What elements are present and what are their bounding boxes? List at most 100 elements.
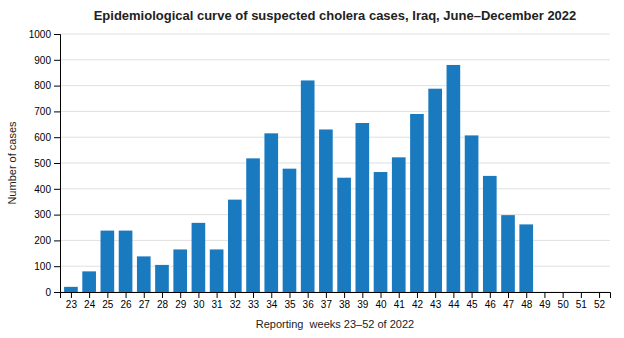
x-tick: 26 bbox=[121, 292, 133, 310]
x-tick-mark bbox=[599, 292, 600, 298]
y-tick: 100 bbox=[34, 261, 60, 272]
x-tick-label: 52 bbox=[594, 299, 606, 310]
x-tick-label: 49 bbox=[539, 299, 551, 310]
x-tick-mark bbox=[162, 292, 163, 298]
y-tick-mark bbox=[54, 111, 60, 112]
x-tick: 43 bbox=[430, 292, 442, 310]
bar bbox=[556, 292, 570, 293]
x-tick-label: 46 bbox=[485, 299, 497, 310]
x-tick-label: 44 bbox=[448, 299, 460, 310]
x-tick-label: 29 bbox=[175, 299, 187, 310]
y-tick-label: 800 bbox=[34, 80, 51, 91]
bar bbox=[210, 249, 224, 292]
bar bbox=[264, 133, 278, 292]
x-tick-label: 31 bbox=[212, 299, 224, 310]
x-tick: 48 bbox=[521, 292, 533, 310]
x-tick-mark bbox=[508, 292, 509, 298]
bar bbox=[574, 292, 588, 293]
bar bbox=[319, 129, 333, 292]
bar bbox=[173, 249, 187, 292]
y-tick-mark bbox=[54, 137, 60, 138]
y-tick-mark bbox=[54, 163, 60, 164]
x-tick-label: 40 bbox=[375, 299, 387, 310]
x-tick-label: 51 bbox=[576, 299, 588, 310]
x-tick-mark bbox=[308, 292, 309, 298]
x-tick: 40 bbox=[375, 292, 387, 310]
bar bbox=[283, 169, 297, 292]
bar bbox=[192, 223, 206, 292]
x-tick-mark bbox=[581, 292, 582, 298]
y-tick-label: 100 bbox=[34, 261, 51, 272]
x-tick-mark bbox=[144, 292, 145, 298]
bar bbox=[447, 65, 461, 292]
y-tick: 500 bbox=[34, 158, 60, 169]
x-tick: 27 bbox=[139, 292, 151, 310]
x-tick: 34 bbox=[266, 292, 278, 310]
bar bbox=[374, 172, 388, 292]
x-tick-label: 26 bbox=[121, 299, 133, 310]
y-tick-mark bbox=[54, 60, 60, 61]
grid-line bbox=[60, 137, 610, 138]
y-tick-mark bbox=[54, 34, 60, 35]
x-tick: 31 bbox=[212, 292, 224, 310]
y-axis-line bbox=[54, 35, 61, 293]
x-tick-mark bbox=[180, 292, 181, 298]
y-tick-label: 400 bbox=[34, 184, 51, 195]
x-tick: 30 bbox=[193, 292, 205, 310]
x-tick-label: 30 bbox=[193, 299, 205, 310]
x-axis-line bbox=[61, 293, 611, 299]
x-tick-label: 32 bbox=[230, 299, 242, 310]
x-tick: 36 bbox=[303, 292, 315, 310]
bar bbox=[119, 231, 133, 292]
y-tick: 400 bbox=[34, 184, 60, 195]
y-tick-label: 700 bbox=[34, 106, 51, 117]
y-tick-mark bbox=[54, 292, 60, 293]
x-tick-label: 24 bbox=[84, 299, 96, 310]
x-tick-label: 42 bbox=[412, 299, 424, 310]
x-tick-mark bbox=[417, 292, 418, 298]
x-tick-label: 27 bbox=[139, 299, 151, 310]
x-tick-mark bbox=[326, 292, 327, 298]
grid bbox=[60, 34, 610, 292]
x-tick-mark bbox=[381, 292, 382, 298]
x-tick-label: 41 bbox=[394, 299, 406, 310]
x-tick-label: 48 bbox=[521, 299, 533, 310]
x-tick: 28 bbox=[157, 292, 169, 310]
x-tick-label: 43 bbox=[430, 299, 442, 310]
y-tick: 800 bbox=[34, 80, 60, 91]
x-tick-label: 47 bbox=[503, 299, 515, 310]
y-tick-mark bbox=[54, 86, 60, 87]
x-tick-mark bbox=[435, 292, 436, 298]
x-tick-mark bbox=[71, 292, 72, 298]
bar bbox=[155, 265, 169, 292]
x-tick: 24 bbox=[84, 292, 96, 310]
x-axis: 2324252627282930313233343536373839404142… bbox=[61, 292, 611, 310]
x-tick-mark bbox=[289, 292, 290, 298]
y-tick-mark bbox=[54, 215, 60, 216]
grid-line bbox=[60, 163, 610, 164]
x-tick-label: 34 bbox=[266, 299, 278, 310]
y-tick-mark bbox=[54, 266, 60, 267]
x-tick-mark bbox=[271, 292, 272, 298]
bar bbox=[337, 178, 351, 292]
x-tick-label: 37 bbox=[321, 299, 333, 310]
x-tick-label: 45 bbox=[467, 299, 479, 310]
title: Epidemiological curve of suspected chole… bbox=[94, 8, 577, 23]
x-tick-mark bbox=[253, 292, 254, 298]
bar bbox=[246, 158, 260, 292]
x-tick-mark bbox=[472, 292, 473, 298]
y-tick-label: 500 bbox=[34, 158, 51, 169]
y-tick-label: 600 bbox=[34, 132, 51, 143]
x-tick-label: 39 bbox=[357, 299, 369, 310]
y-tick-label: 0 bbox=[45, 287, 51, 298]
x-tick: 38 bbox=[339, 292, 351, 310]
x-tick-mark bbox=[453, 292, 454, 298]
x-tick: 29 bbox=[175, 292, 187, 310]
x-tick-label: 33 bbox=[248, 299, 260, 310]
x-tick-label: 35 bbox=[284, 299, 296, 310]
y-axis: 01002003004005006007008009001000 bbox=[29, 29, 61, 298]
y-tick-mark bbox=[54, 240, 60, 241]
x-tick: 41 bbox=[394, 292, 406, 310]
bar bbox=[301, 80, 315, 292]
x-tick: 35 bbox=[284, 292, 296, 310]
